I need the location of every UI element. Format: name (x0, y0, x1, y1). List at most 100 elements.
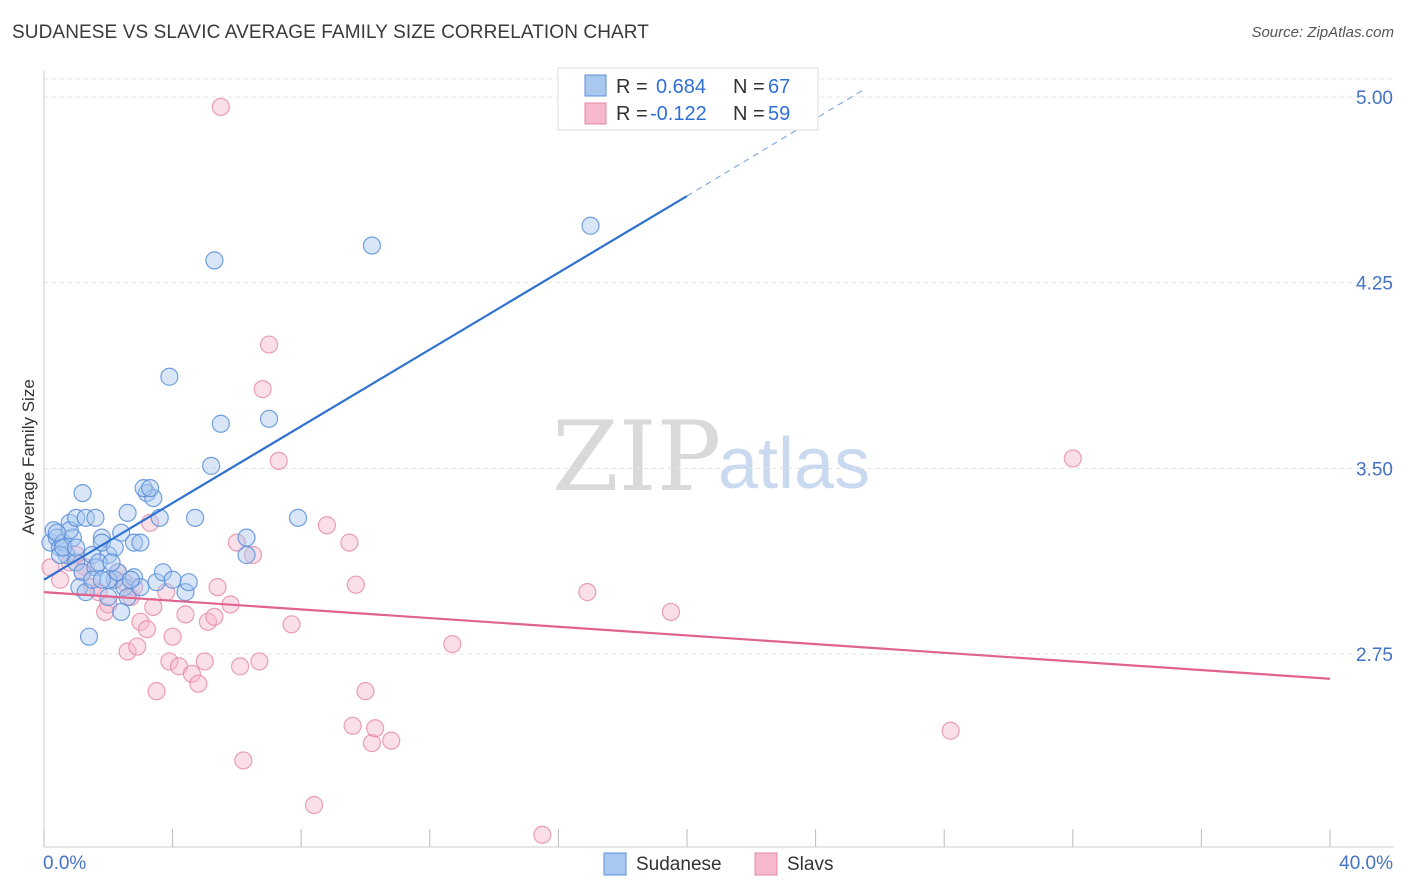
slavs-point (343, 716, 362, 735)
chart-source: Source: ZipAtlas.com (1251, 24, 1394, 41)
y-tick-label: 5.00 (1356, 88, 1393, 109)
slavs-point (317, 516, 337, 535)
slavs-trend-line (43, 591, 1331, 680)
y-tick-label: 2.75 (1356, 645, 1393, 666)
slavs-point (234, 751, 253, 770)
slavs-point (661, 602, 681, 622)
slavs-point (118, 642, 137, 661)
sudanese-point (140, 479, 160, 498)
sudanese-point (76, 508, 95, 527)
y-tick-label: 3.50 (1356, 459, 1393, 480)
slavs-point (282, 615, 301, 634)
slavs-point (362, 734, 382, 753)
slavs-point (189, 674, 208, 693)
legend-n-value-sudanese: 67 (768, 76, 790, 98)
bottom-legend-swatch-slavs (754, 852, 778, 876)
legend-r-value-slavs: -0.122 (650, 103, 707, 125)
legend-r-value-sudanese: 0.684 (656, 76, 706, 98)
sudanese-point (121, 570, 140, 589)
sudanese-point (259, 409, 279, 428)
sudanese-point (237, 545, 256, 565)
bottom-legend-label-slavs: Slavs (787, 854, 833, 875)
slavs-point (941, 721, 960, 740)
slavs-point (578, 583, 597, 602)
watermark: ZIP atlas (552, 401, 870, 513)
axes (43, 70, 1394, 848)
sudanese-point (115, 578, 134, 597)
sudanese-point (186, 508, 205, 527)
sudanese-point (47, 523, 66, 542)
slavs-point (253, 380, 272, 399)
slavs-point (137, 620, 156, 639)
slavs-point (128, 637, 147, 656)
watermark-zip: ZIP (552, 401, 721, 513)
slavs-point (163, 627, 182, 646)
legend-swatch-slavs (584, 102, 607, 125)
sudanese-point (581, 216, 600, 235)
chart-title: SUDANESE VS SLAVIC AVERAGE FAMILY SIZE C… (12, 22, 649, 43)
slavs-point (195, 652, 214, 671)
sudanese-point (163, 570, 182, 589)
x-tick-label-min: 0.0% (43, 853, 86, 874)
trend-lines (43, 89, 1331, 680)
stats-legend: R = 0.684 N = 67 R = -0.122 N = 59 (557, 67, 819, 131)
slavs-point (356, 682, 375, 701)
slavs-point (340, 533, 359, 552)
slavs-point (144, 597, 163, 617)
x-ticks (43, 829, 1331, 847)
slavs-point (269, 451, 288, 471)
sudanese-point (144, 488, 163, 508)
sudanese-trend-line (43, 195, 688, 581)
slavs-point (259, 335, 279, 354)
slavs-point (1063, 449, 1082, 468)
sudanese-point (92, 570, 111, 589)
y-tick-label: 4.25 (1356, 274, 1393, 295)
sudanese-trend-extension (686, 89, 865, 197)
sudanese-point (288, 508, 308, 527)
slavs-point (211, 97, 230, 117)
slavs-point (366, 719, 385, 738)
slavs-point (304, 795, 324, 815)
slavs-point (346, 575, 365, 594)
legend-swatch-sudanese (584, 74, 607, 97)
y-tick-labels: 5.00 4.25 3.50 2.75 (1356, 88, 1393, 666)
sudanese-point (67, 508, 86, 527)
sudanese-point (153, 563, 173, 582)
bottom-legend-label-sudanese: Sudanese (636, 854, 722, 875)
slavs-point (131, 612, 150, 631)
sudanese-point (102, 553, 121, 572)
grid-lines (44, 78, 1394, 655)
sudanese-point (124, 533, 144, 552)
legend-r-label-sudanese: R = (616, 76, 648, 98)
slavs-point (176, 605, 195, 624)
legend-n-label-sudanese: N = (733, 76, 765, 98)
legend-r-label-slavs: R = (616, 103, 648, 125)
slavs-point (243, 545, 263, 565)
sudanese-point (134, 479, 153, 498)
sudanese-point (124, 568, 144, 587)
legend-n-value-slavs: 59 (768, 103, 790, 125)
slavs-point (160, 652, 179, 671)
sudanese-point (237, 528, 256, 547)
sudanese-point (118, 503, 137, 522)
sudanese-point (205, 251, 224, 270)
sudanese-point (362, 236, 382, 255)
series-sudanese-points (41, 216, 600, 646)
sudanese-point (112, 602, 131, 622)
series-legend: Sudanese Slavs (603, 852, 833, 876)
bottom-legend-swatch-sudanese (603, 852, 627, 876)
slavs-point (205, 607, 224, 626)
sudanese-point (67, 538, 86, 557)
slavs-point (443, 634, 462, 654)
sudanese-point (179, 573, 198, 592)
sudanese-point (73, 483, 92, 503)
slavs-point (250, 652, 269, 671)
slavs-point (382, 731, 401, 750)
slavs-point (227, 533, 246, 552)
sudanese-point (202, 456, 221, 475)
slavs-point (533, 825, 552, 844)
sudanese-point (160, 367, 179, 386)
slavs-point (208, 578, 227, 597)
slavs-point (182, 664, 201, 683)
